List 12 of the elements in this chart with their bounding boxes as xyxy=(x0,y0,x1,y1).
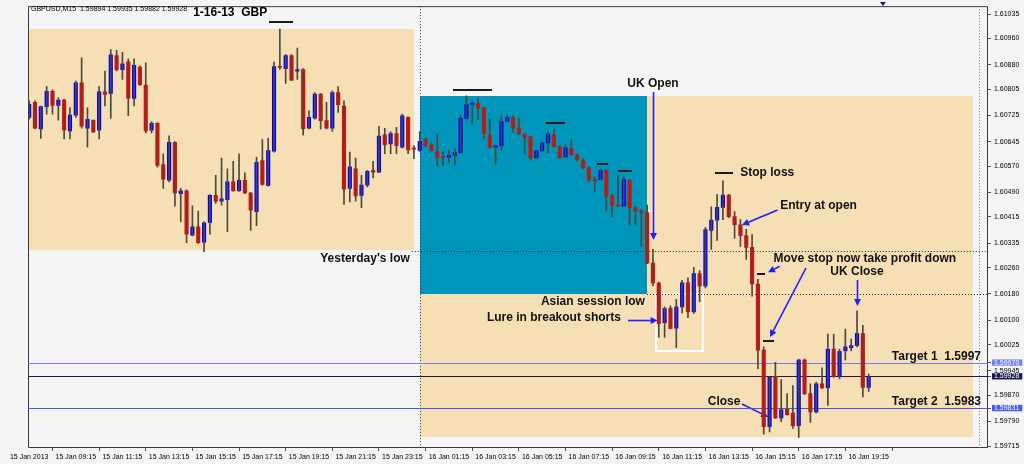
annotation: Lure in breakout shorts xyxy=(486,310,622,325)
ref-line-label: Yesterday's low xyxy=(320,250,411,265)
annotation: UK Close xyxy=(830,264,885,279)
annotation: Entry at open xyxy=(780,198,857,213)
ref-line-label: Asian session low xyxy=(540,293,646,308)
annotation: Stop loss xyxy=(740,165,795,180)
annotation: Move stop now take profit down xyxy=(773,250,957,265)
annotation: Close xyxy=(707,393,741,408)
ref-line-label: Target 2 1.5983 xyxy=(891,393,982,408)
annotation: UK Open xyxy=(627,75,679,90)
ref-line-label: Target 1 1.5997 xyxy=(891,348,982,363)
chart-subtitle: 1-16-13 GBP xyxy=(193,5,268,20)
